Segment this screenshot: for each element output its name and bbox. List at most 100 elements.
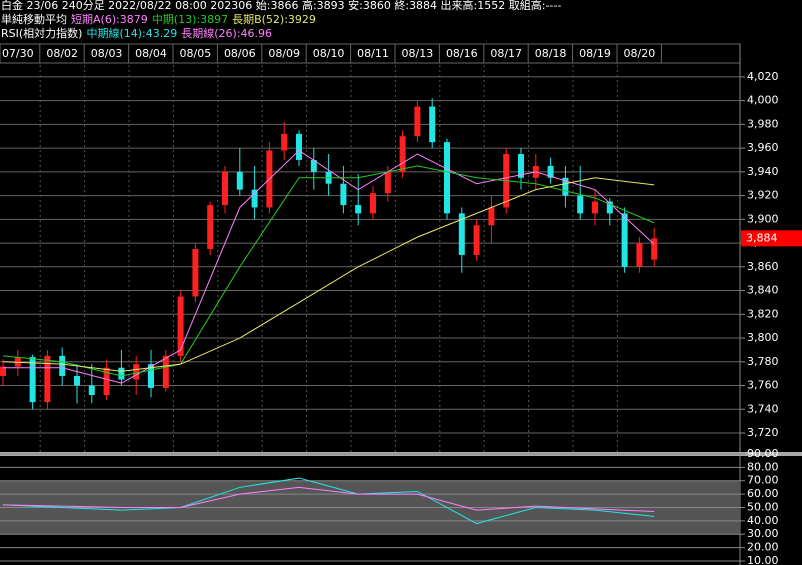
indicator-line [2, 165, 655, 377]
y-tick-label: 3,720 [747, 426, 779, 439]
candle-body [473, 225, 480, 255]
y-tick-label: 10.00 [747, 554, 779, 565]
y-tick-label: 90.00 [747, 447, 779, 460]
candle-body [44, 355, 51, 403]
y-tick-label: 3,800 [747, 331, 779, 344]
candle-body [488, 207, 495, 226]
candle-body [281, 133, 288, 151]
y-tick-label: 3,980 [747, 117, 779, 130]
candle-body [444, 142, 450, 214]
candle-body [118, 367, 125, 380]
candle-body [370, 193, 376, 214]
y-tick-label: 3,940 [747, 165, 779, 178]
y-tick-label: 3,840 [747, 284, 779, 297]
indicator-line [2, 477, 655, 525]
y-tick-label: 50.00 [747, 500, 779, 513]
y-tick-label: 4,000 [747, 94, 779, 107]
candle-body [177, 296, 184, 356]
y-tick-label: 3,900 [747, 212, 779, 225]
candle-body [606, 201, 613, 214]
legend-title: RSI(相対力指数) [1, 26, 82, 40]
candle-body [621, 213, 628, 267]
y-tick-label: 3,820 [747, 307, 779, 320]
candle-body [399, 136, 406, 172]
candle-body [14, 357, 21, 367]
legend-entry: 中期線(14):43.29 [86, 26, 177, 40]
y-tick-label: 3,780 [747, 355, 779, 368]
header-info: 白金 23/06 240分足 2022/08/22 08:00 202306 始… [1, 0, 561, 12]
date-label: 07/30 [2, 47, 34, 60]
candle-body [222, 171, 228, 206]
y-tick-label: 40.00 [747, 514, 779, 527]
candle-body [59, 355, 66, 377]
candle-body [547, 165, 554, 178]
y-tick-label: 3,740 [747, 402, 779, 415]
date-label: 08/05 [180, 47, 212, 60]
date-label: 08/11 [357, 47, 389, 60]
candle-body [162, 355, 169, 388]
candle-body [74, 376, 80, 386]
candle-body [355, 205, 362, 214]
date-label: 08/06 [224, 47, 256, 60]
candle-body [651, 238, 658, 260]
legend: RSI(相対力指数) 中期線(14):43.29 長期線(26):46.96 [1, 26, 272, 40]
y-tick-label: 60.00 [747, 487, 779, 500]
y-tick-label: 30.00 [747, 527, 779, 540]
candle-body [296, 133, 302, 160]
y-tick-label: 70.00 [747, 474, 779, 487]
legend-title: 単純移動平均 [1, 12, 67, 26]
candle-body [148, 364, 154, 388]
legend-entry: 長期B(52):3929 [232, 13, 316, 26]
candle-body [0, 366, 6, 377]
y-tick-label: 4,020 [747, 70, 779, 83]
candle-body [310, 159, 317, 172]
legend: 単純移動平均 短期A(6):3879 中期(13):3897 長期B(52):3929 [1, 12, 316, 26]
candle-body [577, 195, 584, 214]
candle-body [236, 171, 243, 190]
candle-body [103, 367, 110, 396]
date-label: 08/17 [490, 47, 522, 60]
last-price-label: 3,884 [746, 231, 778, 244]
last-price-box [741, 230, 802, 247]
y-tick-label: 3,960 [747, 141, 779, 154]
candle-body [340, 183, 347, 206]
date-label: 08/03 [91, 47, 123, 60]
candle-body [384, 171, 391, 194]
candle-body [29, 357, 36, 403]
candle-body [88, 385, 95, 396]
candle-body [251, 189, 258, 208]
legend-entry: 長期線(26):46.96 [181, 26, 272, 40]
y-tick-label: 3,860 [747, 260, 779, 273]
date-label: 08/13 [402, 47, 434, 60]
candle-body [458, 213, 465, 255]
candle-body [518, 154, 524, 178]
candle-body [562, 177, 569, 196]
y-tick-label: 80.00 [747, 460, 779, 473]
y-tick-label: 20.00 [747, 541, 779, 554]
indicator-line [3, 149, 655, 384]
candle-body [192, 249, 199, 297]
y-tick-label: 3,760 [747, 379, 779, 392]
indicator-line [2, 486, 655, 513]
date-label: 08/02 [46, 47, 78, 60]
candle-body [133, 364, 140, 380]
indicator-line [2, 177, 655, 372]
legend-entry: 中期(13):3897 [152, 13, 228, 26]
date-label: 08/04 [135, 47, 167, 60]
date-label: 08/18 [535, 47, 567, 60]
y-tick-label: 3,920 [747, 189, 779, 202]
date-label: 08/16 [446, 47, 478, 60]
date-label: 08/20 [624, 47, 656, 60]
candle-body [414, 106, 421, 137]
candle-body [429, 106, 436, 143]
candle-body [207, 205, 214, 250]
candle-body [636, 243, 643, 267]
date-label: 08/10 [313, 47, 345, 60]
date-label: 08/09 [268, 47, 300, 60]
legend-entry: 短期A(6):3879 [71, 12, 148, 26]
date-label: 08/19 [579, 47, 611, 60]
candle-body [592, 201, 598, 214]
